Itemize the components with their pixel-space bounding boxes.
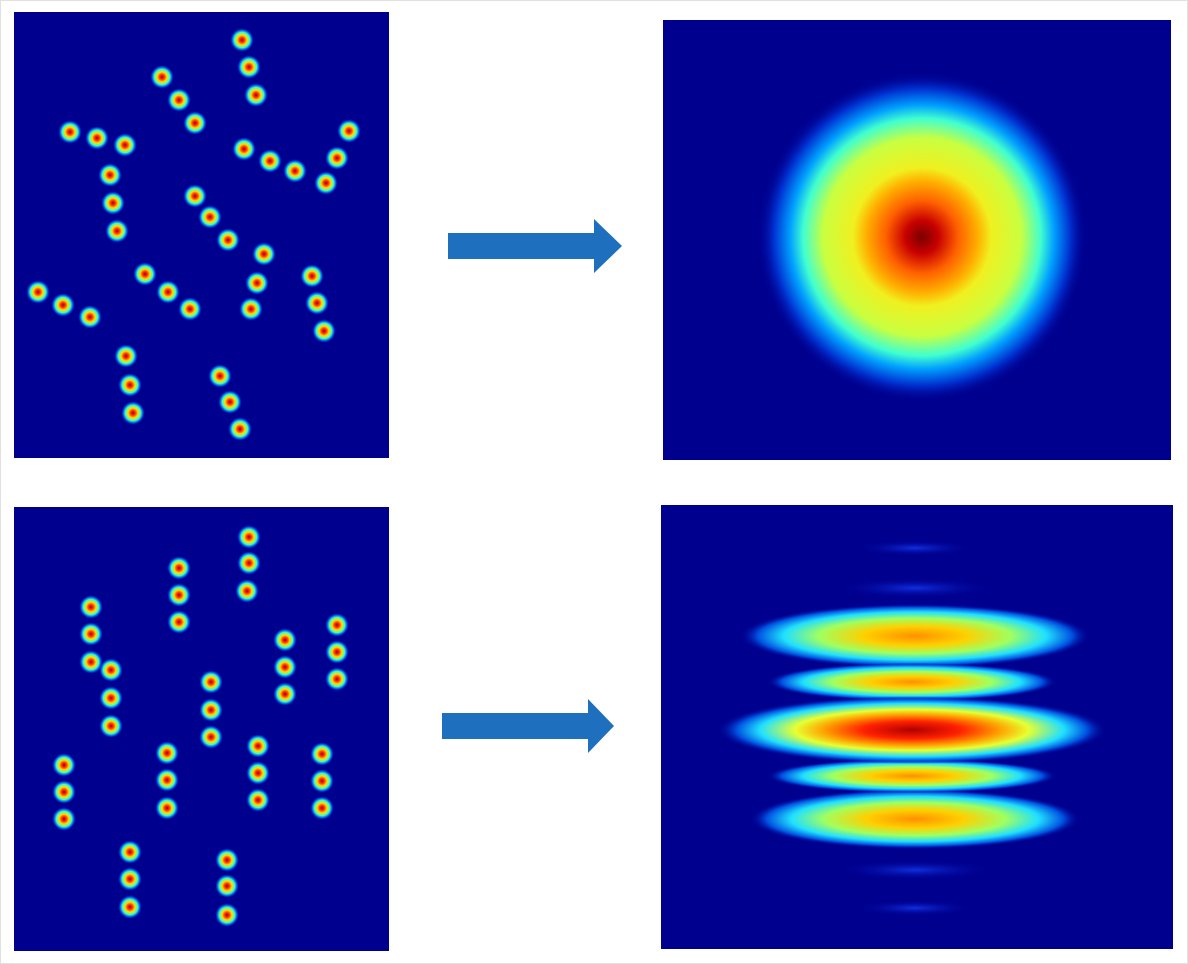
dot	[26, 280, 50, 304]
dot	[118, 373, 142, 397]
dot	[79, 650, 103, 674]
dot	[310, 796, 334, 820]
dot	[58, 120, 82, 144]
fringe	[717, 696, 1107, 764]
dot	[252, 242, 276, 266]
dot	[52, 753, 76, 777]
dot	[246, 734, 270, 758]
dot	[99, 658, 123, 682]
intensity-pattern	[757, 72, 1087, 402]
dot	[325, 640, 349, 664]
dot	[156, 280, 180, 304]
dot	[99, 714, 123, 738]
dot	[325, 667, 349, 691]
dot	[105, 219, 129, 243]
dot	[114, 344, 138, 368]
dot	[310, 742, 334, 766]
dot	[232, 137, 256, 161]
dot	[52, 807, 76, 831]
dot	[244, 83, 268, 107]
dot	[199, 698, 223, 722]
dot	[183, 184, 207, 208]
dot	[79, 622, 103, 646]
dot	[218, 390, 242, 414]
dot	[283, 159, 307, 183]
dot	[215, 903, 239, 927]
dot	[305, 291, 329, 315]
dot	[325, 613, 349, 637]
dot	[198, 205, 222, 229]
dot	[118, 895, 142, 919]
dot	[215, 874, 239, 898]
dot	[199, 725, 223, 749]
dot	[78, 305, 102, 329]
fringe	[750, 789, 1080, 849]
dot	[228, 417, 252, 441]
dot	[118, 867, 142, 891]
fringe	[740, 604, 1090, 668]
dot-group	[26, 28, 361, 441]
dot	[237, 525, 261, 549]
dot	[208, 364, 232, 388]
dot	[215, 848, 239, 872]
dot	[178, 297, 202, 321]
dot-group	[52, 525, 349, 927]
dot	[258, 149, 282, 173]
dot	[155, 796, 179, 820]
arrow	[442, 699, 614, 753]
dot	[237, 551, 261, 575]
fringe	[855, 540, 975, 556]
arrow	[448, 219, 622, 273]
dot	[216, 228, 240, 252]
dot	[239, 297, 263, 321]
dot	[155, 768, 179, 792]
dot	[273, 655, 297, 679]
dot	[183, 111, 207, 135]
dot	[99, 686, 123, 710]
dot	[51, 293, 75, 317]
dot	[101, 191, 125, 215]
dot	[273, 628, 297, 652]
fringe	[855, 900, 975, 916]
dot	[310, 769, 334, 793]
dot	[300, 264, 324, 288]
dot	[167, 583, 191, 607]
fringe	[767, 663, 1057, 701]
dot	[150, 65, 174, 89]
dot	[167, 610, 191, 634]
dot	[98, 163, 122, 187]
dot	[167, 88, 191, 112]
dot	[312, 319, 336, 343]
dot	[167, 556, 191, 580]
dot	[121, 401, 145, 425]
dot	[325, 146, 349, 170]
fringe	[835, 578, 995, 598]
panel	[14, 12, 389, 458]
intensity-pattern	[717, 540, 1107, 916]
dot	[85, 126, 109, 150]
dot	[235, 579, 259, 603]
dot	[155, 741, 179, 765]
dot	[52, 780, 76, 804]
dot	[246, 761, 270, 785]
dot	[314, 171, 338, 195]
dot	[246, 788, 270, 812]
dot	[79, 595, 103, 619]
dot	[237, 55, 261, 79]
dot	[118, 840, 142, 864]
fringe	[767, 759, 1057, 793]
dot	[245, 271, 269, 295]
dot	[199, 670, 223, 694]
dot	[230, 28, 254, 52]
fringe	[835, 860, 995, 880]
dot	[113, 133, 137, 157]
dot	[133, 262, 157, 286]
dot	[337, 119, 361, 143]
dot	[273, 682, 297, 706]
panel	[14, 507, 389, 951]
